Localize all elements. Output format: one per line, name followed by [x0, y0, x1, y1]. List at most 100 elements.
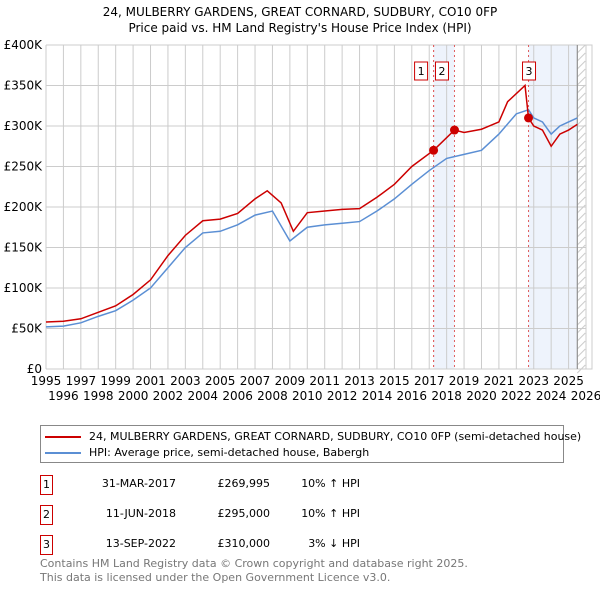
y-tick-label: £200K — [4, 200, 44, 214]
x-tick-label: 2011 — [309, 374, 340, 388]
hpi-line — [45, 108, 578, 328]
legend-blue-line — [45, 451, 81, 454]
hatch-line — [576, 204, 586, 214]
sale-price: £310,000 — [217, 537, 271, 550]
hatch-line — [576, 252, 586, 262]
x-tick-label: 2003 — [170, 374, 201, 388]
hatch-line — [576, 156, 586, 166]
hatch-line — [576, 44, 586, 54]
x-tick-label: 2026 — [571, 389, 600, 403]
hatch-line — [576, 148, 586, 158]
x-tick-label: 2023 — [518, 374, 549, 388]
sale-marker-box: 3 — [40, 535, 53, 555]
table-row: 2 11-JUN-2018 £295,000 10% ↑ HPI — [40, 505, 440, 527]
x-tick-label: 1999 — [100, 374, 131, 388]
y-tick-label: £150K — [4, 241, 44, 255]
x-tick-label: 1995 — [31, 374, 62, 388]
hatch-line — [576, 284, 586, 294]
hatch-line — [576, 220, 586, 230]
sale-point — [429, 145, 439, 155]
hatch-line — [576, 308, 586, 318]
table-row: 1 31-MAR-2017 £269,995 10% ↑ HPI — [40, 475, 440, 497]
sale-label: 1 — [418, 65, 425, 78]
y-tick-label: £400K — [4, 38, 44, 52]
chart-subtitle: Price paid vs. HM Land Registry's House … — [128, 21, 471, 35]
sale-date: 11-JUN-2018 — [105, 507, 176, 520]
hatch-line — [576, 356, 586, 366]
x-tick-label: 2017 — [414, 374, 445, 388]
x-tick-label: 2013 — [344, 374, 375, 388]
hatch-line — [576, 340, 586, 350]
x-tick-label: 2000 — [118, 389, 149, 403]
x-tick-label: 2022 — [501, 389, 532, 403]
x-tick-label: 2008 — [257, 389, 288, 403]
hatch-line — [576, 76, 586, 86]
x-tick-label: 2016 — [397, 389, 428, 403]
hatch-line — [576, 172, 586, 182]
footer-line1: Contains HM Land Registry data © Crown c… — [40, 557, 468, 570]
hatch-line — [576, 260, 586, 270]
hatch-line — [576, 108, 586, 118]
hatch-line — [576, 132, 586, 142]
y-tick-label: £350K — [4, 79, 44, 93]
x-tick-label: 2024 — [536, 389, 567, 403]
table-row: 3 13-SEP-2022 £310,000 3% ↓ HPI — [40, 535, 440, 557]
hatch-line — [576, 60, 586, 70]
sale-label-box — [522, 61, 537, 81]
x-tick-label: 2019 — [449, 374, 480, 388]
hatch-line — [576, 244, 586, 254]
x-tick-label: 2009 — [275, 374, 306, 388]
x-tick-label: 2012 — [327, 389, 358, 403]
hatch-line — [576, 68, 586, 78]
x-tick-label: 1996 — [48, 389, 79, 403]
y-tick-label: £0 — [27, 362, 42, 376]
hatch-line — [576, 316, 586, 326]
footer: Contains HM Land Registry data © Crown c… — [40, 557, 468, 585]
sale-price: £295,000 — [217, 507, 271, 520]
sale-date: 31-MAR-2017 — [101, 477, 176, 490]
x-tick-label: 2007 — [240, 374, 271, 388]
x-tick-label: 2005 — [205, 374, 236, 388]
y-tick-label: £100K — [4, 281, 44, 295]
hatch-line — [576, 100, 586, 110]
sale-point — [524, 113, 534, 123]
price-chart: 24, MULBERRY GARDENS, GREAT CORNARD, SUD… — [4, 5, 600, 403]
legend-red-line — [45, 435, 81, 438]
x-tick-label: 2006 — [222, 389, 253, 403]
footer-line2: This data is licensed under the Open Gov… — [40, 571, 391, 584]
sale-label-box — [414, 61, 429, 81]
hatch-line — [576, 268, 586, 278]
price-line — [45, 83, 578, 323]
x-tick-label: 2014 — [362, 389, 393, 403]
sale-hpi: 3% ↓ HPI — [308, 537, 360, 550]
hatch-line — [576, 92, 586, 102]
sale-price: £269,995 — [217, 477, 271, 490]
x-tick-label: 2010 — [292, 389, 323, 403]
hatch-line — [576, 116, 586, 126]
hatch-line — [576, 300, 586, 310]
x-tick-label: 1997 — [66, 374, 97, 388]
hatch-line — [576, 276, 586, 286]
legend-red-label: 24, MULBERRY GARDENS, GREAT CORNARD, SUD… — [89, 430, 582, 443]
x-tick-label: 2004 — [188, 389, 219, 403]
x-tick-label: 2001 — [135, 374, 166, 388]
sale-hpi: 10% ↑ HPI — [301, 477, 360, 490]
x-tick-label: 1998 — [83, 389, 114, 403]
x-tick-label: 2021 — [484, 374, 515, 388]
y-tick-label: £50K — [11, 322, 43, 336]
hatch-line — [576, 228, 586, 238]
legend-blue-label: HPI: Average price, semi-detached house,… — [89, 446, 370, 459]
x-tick-label: 2020 — [466, 389, 497, 403]
y-tick-label: £250K — [4, 160, 44, 174]
sale-label: 3 — [526, 65, 533, 78]
sale-label-box — [434, 61, 449, 81]
hatch-line — [576, 52, 586, 62]
hatch-line — [576, 188, 586, 198]
hatch-line — [576, 140, 586, 150]
hatch-line — [576, 292, 586, 302]
x-tick-label: 2015 — [379, 374, 410, 388]
hatch-line — [576, 332, 586, 342]
x-tick-label: 2025 — [553, 374, 584, 388]
sale-marker-box: 1 — [40, 475, 53, 495]
sale-hpi: 10% ↑ HPI — [301, 507, 360, 520]
